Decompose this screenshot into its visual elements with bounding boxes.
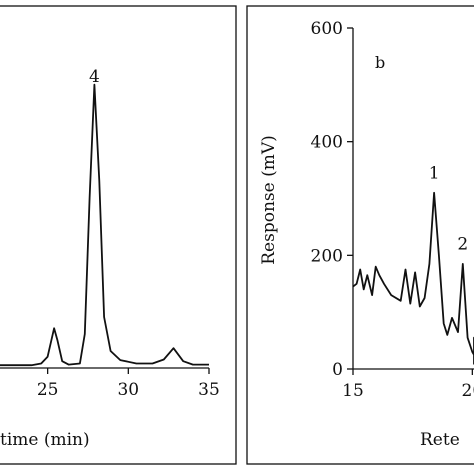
panelB-x-tick-label: 15 xyxy=(342,381,364,401)
panel-b-series-line xyxy=(352,191,474,365)
panelB-y-tick-label: 200 xyxy=(311,246,343,266)
panelB-x-tick-label: 20 xyxy=(462,381,474,401)
panelB-peak-label: 2 xyxy=(457,235,468,255)
panel-b-y-axis-label: Response (mV) xyxy=(259,135,279,265)
panelA-x-tick-label: 30 xyxy=(117,380,139,400)
panel-b-x-axis-label: Rete xyxy=(420,430,460,450)
panel-a-x-axis-label: time (min) xyxy=(0,430,90,450)
panelA-x-tick-label: 25 xyxy=(37,380,59,400)
panel-a-ticks: 25 30 35 xyxy=(37,368,220,400)
panelA-peak-label: 4 xyxy=(89,67,100,87)
panel-b-label: b xyxy=(375,53,385,72)
panel-b-frame xyxy=(246,5,474,465)
panelA-x-tick-label: 35 xyxy=(198,380,220,400)
panelB-y-tick-label: 600 xyxy=(311,19,343,39)
panelB-y-tick-label: 400 xyxy=(311,133,343,153)
panel-a: 25 30 35 4 time (min) xyxy=(0,67,220,450)
panel-a-series-line xyxy=(0,83,209,367)
panelB-y-tick-label: 0 xyxy=(332,360,343,380)
panelB-peak-label: 1 xyxy=(429,164,440,184)
panel-b-ticks: 15200200400600 xyxy=(311,19,474,401)
panel-b-annotations: 12 xyxy=(429,164,468,255)
panel-a-annotations: 4 xyxy=(89,67,100,87)
panel-a-frame xyxy=(0,5,237,465)
panel-b: 15200200400600 12 b Response (mV) Rete xyxy=(259,19,474,450)
